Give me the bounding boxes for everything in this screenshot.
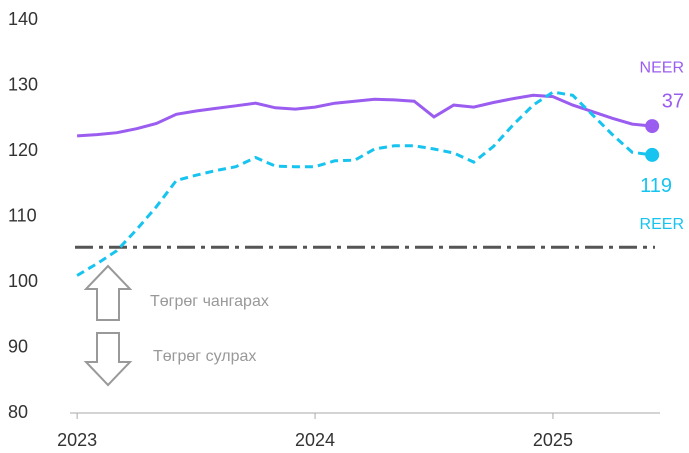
annotation: Төгрөг чангарах bbox=[150, 293, 269, 310]
y-tick-label: 90 bbox=[8, 336, 28, 356]
legend-label: REER bbox=[640, 216, 684, 233]
x-tick-label: 2025 bbox=[533, 430, 573, 450]
x-tick-label: 2023 bbox=[57, 430, 97, 450]
y-tick-label: 140 bbox=[8, 9, 38, 29]
end-point bbox=[645, 119, 660, 134]
series-line bbox=[76, 90, 653, 277]
down-arrow bbox=[83, 332, 133, 387]
arrows bbox=[83, 264, 133, 387]
y-tick-label: 80 bbox=[8, 402, 28, 422]
series-line bbox=[77, 93, 653, 138]
end-point bbox=[645, 147, 660, 162]
y-tick-label: 100 bbox=[8, 271, 38, 291]
x-tick-label: 2024 bbox=[295, 430, 335, 450]
end-label: 37 bbox=[662, 90, 684, 112]
annotation: Төгрөг сулрах bbox=[153, 348, 256, 365]
legend-label: NEER bbox=[640, 59, 684, 76]
y-tick-label: 110 bbox=[8, 205, 37, 225]
y-tick-label: 120 bbox=[8, 140, 38, 160]
y-tick-label: 130 bbox=[8, 74, 38, 94]
up-arrow bbox=[83, 264, 133, 321]
end-label: 119 bbox=[640, 175, 672, 197]
